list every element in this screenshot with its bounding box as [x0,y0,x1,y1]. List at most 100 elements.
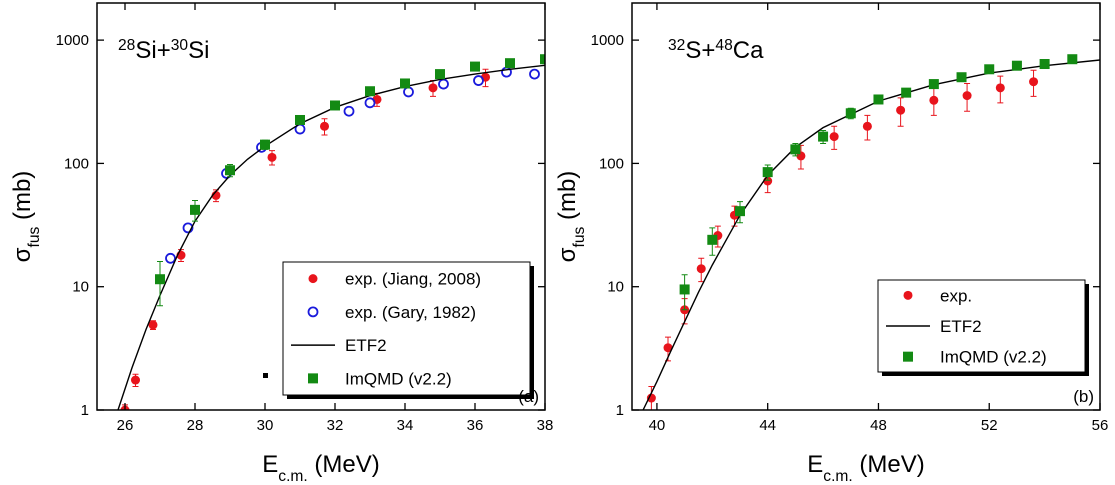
point [829,132,839,142]
label-part: E [807,451,823,478]
point [962,91,972,101]
x-tick-label: 26 [117,417,134,434]
x-tick-label: 38 [537,417,554,434]
legend-label: ImQMD (v2.2) [345,369,452,388]
axes-frame [96,2,546,411]
point [225,165,235,176]
point [896,105,906,115]
point [929,95,939,105]
label-part: c.m. [823,468,852,485]
legend-label: exp. (Gary, 1982) [345,303,476,322]
legend-marker [308,373,318,384]
etf2-curve [117,64,545,410]
label-part: (mb) [9,171,36,227]
point [165,252,176,264]
point [735,206,745,217]
label-part: (mb) [554,171,581,227]
legend-marker [903,290,913,300]
point [646,393,656,403]
point [155,274,165,285]
point [330,100,340,111]
panel-label: (a) [518,387,539,406]
legend-label: ETF2 [345,336,387,355]
point [190,204,200,215]
legend-marker [903,351,913,362]
point [696,264,706,274]
y-tick-label: 10 [607,279,624,296]
x-tick-label: 44 [759,417,776,434]
stray-dot [263,373,268,378]
label-part: c.m. [278,468,307,485]
label-part: fus [571,226,588,247]
point [984,64,995,75]
label-part: S+ [685,37,715,64]
y-tick-label: 10 [72,279,89,296]
point [365,86,375,97]
point [320,121,329,131]
x-tick-label: 32 [327,417,344,434]
x-tick-label: 36 [467,417,484,434]
label-part: fus [26,226,43,247]
label-part: Si [188,37,209,64]
legend-label: exp. [940,286,972,305]
x-tick-label: 28 [187,417,204,434]
point [182,222,194,234]
panel-title: 32S+48Ca [668,37,764,65]
label-part: Ca [733,37,764,64]
point [295,114,305,125]
point [862,121,872,131]
y-axis-label: σfus (mb) [9,171,43,263]
point [663,343,673,353]
y-tick-label: 1000 [591,32,624,49]
legend-label: ImQMD (v2.2) [940,348,1047,367]
x-tick-label: 56 [1092,417,1109,434]
label-part: σ [554,247,581,262]
x-axis-label: Ec.m. (MeV) [807,451,924,485]
label-part: (MeV) [853,451,925,478]
axes-frame [631,2,1101,411]
point [707,234,718,245]
plot [117,54,545,410]
point [1029,77,1039,87]
point [435,69,445,80]
label-part: 48 [715,37,732,54]
panel-label: (b) [1073,387,1094,406]
x-tick-label: 34 [397,417,414,434]
x-axis-label: Ec.m. (MeV) [262,451,379,485]
y-axis-label: σfus (mb) [554,171,588,263]
y-tick-label: 1 [81,402,89,419]
y-tick-label: 100 [64,155,89,172]
point [260,139,270,150]
legend [282,261,531,396]
point [956,72,967,83]
point [343,105,355,117]
x-tick-label: 30 [257,417,274,434]
point [428,83,438,93]
point [1039,59,1050,70]
point [400,78,410,89]
point [470,61,480,72]
label-part: (MeV) [308,451,380,478]
point [845,108,856,119]
point [928,79,939,90]
point [901,87,912,98]
y-tick-label: 1 [616,402,624,419]
point [995,83,1005,93]
point [131,375,140,385]
legend-label: exp. (Jiang, 2008) [345,270,481,289]
point [438,78,449,90]
point [473,75,484,86]
legend-marker [307,306,319,318]
point [873,94,884,105]
legend-label: ETF2 [940,317,982,336]
label-part: σ [9,247,36,262]
point [790,144,801,155]
point [505,58,515,69]
x-tick-label: 40 [649,417,666,434]
point [1067,54,1078,65]
label-part: 32 [668,37,685,54]
x-tick-label: 48 [870,417,887,434]
legend-marker [308,274,318,284]
